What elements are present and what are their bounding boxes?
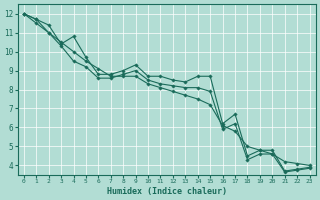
X-axis label: Humidex (Indice chaleur): Humidex (Indice chaleur) <box>107 187 227 196</box>
